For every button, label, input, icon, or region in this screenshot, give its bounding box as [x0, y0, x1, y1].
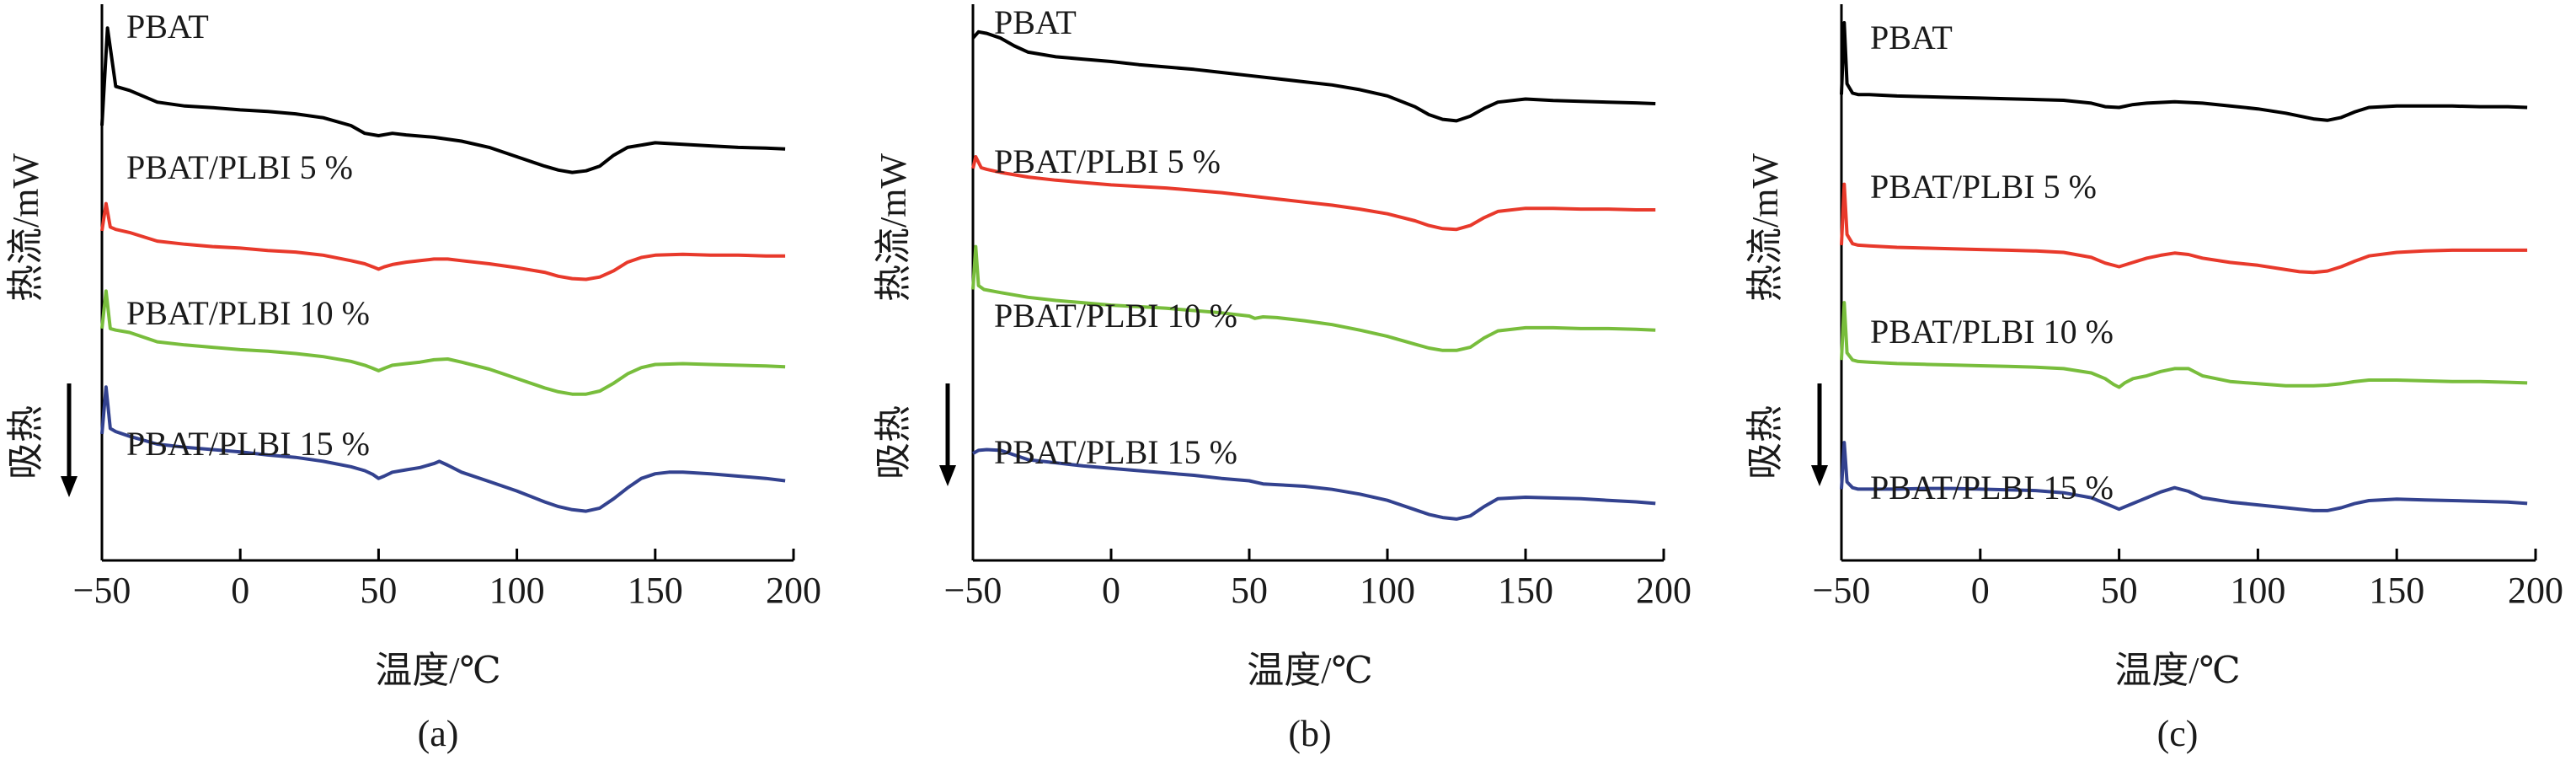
series-line-pbat-plbi-10 [1840, 301, 2528, 389]
y-axis-title: 热流/mW [5, 153, 46, 302]
x-ticks: −50 0 50 100 150 200 [1813, 549, 2563, 611]
x-tick-label: 150 [1498, 570, 1553, 611]
x-tick-label: −50 [1813, 570, 1871, 611]
series-labels: PBAT PBAT/PLBI 5 % PBAT/PLBI 10 % PBAT/PLBI… [1870, 19, 2114, 506]
series-label-pbat-plbi-10: PBAT/PLBI 10 % [126, 294, 370, 332]
x-tick-label: 200 [766, 570, 821, 611]
series-label-pbat-plbi-15: PBAT/PLBI 15 % [994, 433, 1237, 471]
series-lines [971, 29, 1656, 521]
series-label-pbat-plbi-10: PBAT/PLBI 10 % [1870, 313, 2114, 351]
x-axis-title: 温度/℃ [1247, 650, 1372, 691]
series-line-pbat [100, 26, 786, 174]
series-labels: PBAT PBAT/PLBI 5 % PBAT/PLBI 10 % PBAT/PLBI… [994, 3, 1237, 471]
series-line-pbat-plbi-10 [100, 289, 786, 396]
endo-label: 吸热 [5, 405, 46, 480]
endo-label: 吸热 [873, 405, 914, 480]
x-tick-label: 50 [1231, 570, 1268, 611]
x-tick-label: 200 [1636, 570, 1692, 611]
series-labels: PBAT PBAT/PLBI 5 % PBAT/PLBI 10 % PBAT/PLBI… [126, 8, 370, 463]
series-line-pbat-plbi-5 [1840, 182, 2528, 275]
y-axis-title: 热流/mW [873, 153, 914, 302]
series-label-pbat-plbi-15: PBAT/PLBI 15 % [126, 425, 370, 463]
series-line-pbat-plbi-15 [1840, 441, 2528, 512]
x-tick-label: 50 [2101, 570, 2138, 611]
series-line-pbat [1840, 21, 2528, 122]
x-tick-label: −50 [944, 570, 1002, 611]
series-label-pbat: PBAT [994, 3, 1077, 41]
x-tick-label: 100 [1360, 570, 1415, 611]
series-line-pbat-plbi-5 [971, 155, 1656, 232]
series-label-pbat-plbi-10: PBAT/PLBI 10 % [994, 297, 1237, 335]
series-lines [100, 26, 786, 513]
x-tick-label: 200 [2508, 570, 2563, 611]
endo-label: 吸热 [1745, 405, 1786, 480]
x-tick-label: 0 [1971, 570, 1990, 611]
panel-b: 吸热 热流/mW −50 0 50 100 150 200 PBAT PBAT/PLBI 5… [873, 3, 1692, 754]
panel-label: (a) [418, 713, 459, 754]
series-line-pbat-plbi-15 [972, 447, 1656, 521]
x-ticks: −50 0 50 100 150 200 [944, 549, 1692, 611]
series-label-pbat-plbi-5: PBAT/PLBI 5 % [126, 148, 353, 186]
series-line-pbat-plbi-15 [100, 385, 786, 513]
x-tick-label: 0 [1102, 570, 1120, 611]
panel-c: 吸热 热流/mW −50 0 50 100 150 200 PBAT PBAT/PLBI 5… [1745, 4, 2563, 754]
x-axis-title: 温度/℃ [2114, 650, 2240, 691]
series-label-pbat: PBAT [126, 8, 209, 46]
series-label-pbat-plbi-15: PBAT/PLBI 15 % [1870, 469, 2114, 506]
x-tick-label: 50 [360, 570, 397, 611]
series-lines [1840, 21, 2528, 512]
y-axis-title: 热流/mW [1745, 153, 1786, 302]
x-tick-label: 150 [628, 570, 683, 611]
endo-arrow-head [1811, 465, 1828, 486]
endo-arrow-head [61, 476, 77, 497]
panel-label: (b) [1288, 713, 1331, 754]
series-label-pbat: PBAT [1870, 19, 1953, 56]
series-line-pbat-plbi-10 [971, 244, 1656, 352]
x-tick-label: −50 [73, 570, 131, 611]
x-axis-title: 温度/℃ [375, 650, 500, 691]
series-line-pbat [971, 29, 1656, 123]
series-label-pbat-plbi-5: PBAT/PLBI 5 % [1870, 168, 2097, 206]
x-tick-label: 0 [231, 570, 249, 611]
series-label-pbat-plbi-5: PBAT/PLBI 5 % [994, 142, 1221, 180]
x-tick-label: 100 [489, 570, 545, 611]
x-ticks: −50 0 50 100 150 200 [73, 549, 821, 611]
endo-arrow-head [939, 465, 956, 486]
panel-a: 吸热 热流/mW −50 0 50 100 150 200 PBAT PBAT/PLBI 5… [5, 4, 821, 754]
panel-label: (c) [2157, 713, 2199, 754]
series-line-pbat-plbi-5 [100, 201, 786, 281]
x-tick-label: 100 [2230, 570, 2285, 611]
x-tick-label: 150 [2369, 570, 2424, 611]
